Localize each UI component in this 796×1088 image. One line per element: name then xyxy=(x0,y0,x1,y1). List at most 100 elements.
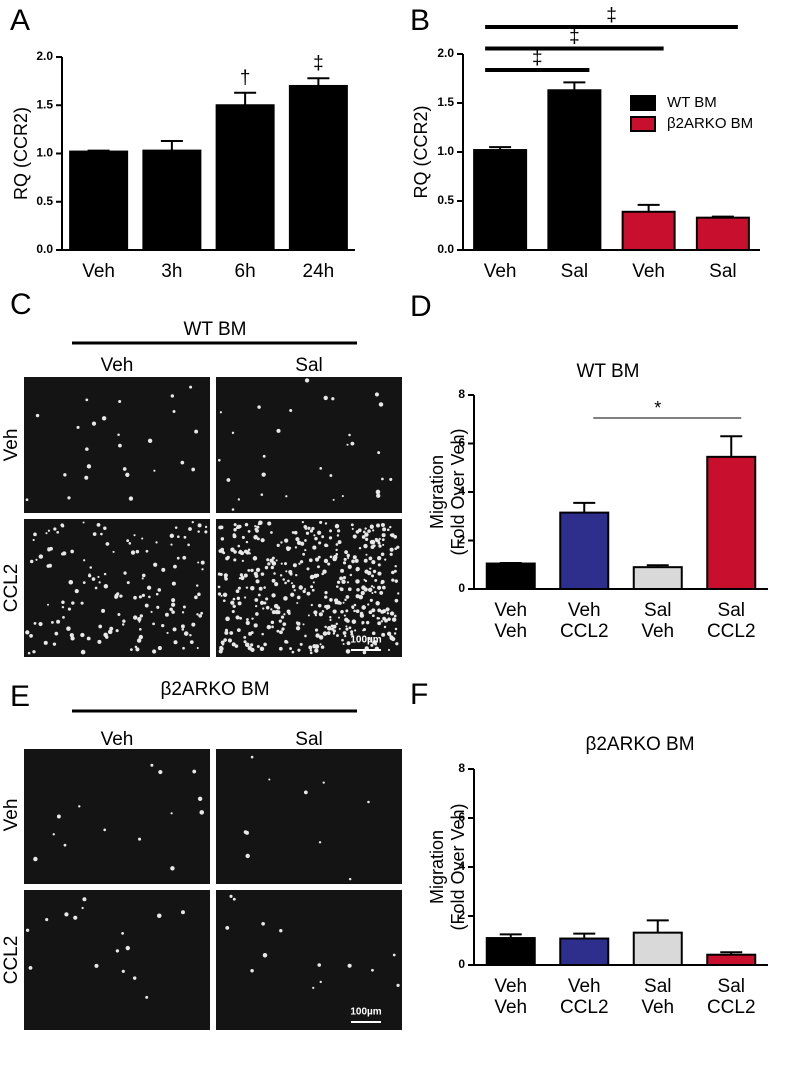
cell xyxy=(357,528,362,533)
cell xyxy=(29,634,33,638)
cell xyxy=(389,547,394,552)
cell xyxy=(229,894,233,898)
cell xyxy=(287,579,290,583)
cell xyxy=(201,568,204,571)
cell xyxy=(329,616,332,619)
cell xyxy=(265,597,269,601)
cell xyxy=(378,537,381,540)
x-tick-label: Veh xyxy=(641,997,674,1018)
cell xyxy=(243,596,247,599)
cell xyxy=(173,640,178,645)
cell xyxy=(370,545,375,549)
cell xyxy=(303,790,308,795)
cell xyxy=(170,866,175,871)
cell xyxy=(313,610,318,615)
cell xyxy=(377,608,382,613)
cell xyxy=(78,805,81,808)
cell xyxy=(243,573,248,578)
cell xyxy=(290,592,295,597)
cell xyxy=(314,536,318,541)
cell xyxy=(338,627,341,630)
cell xyxy=(232,897,236,901)
cell xyxy=(386,528,390,532)
cell xyxy=(312,545,317,550)
row-label: CCL2 xyxy=(1,936,22,985)
cell xyxy=(302,623,305,626)
cell xyxy=(371,631,376,636)
cell xyxy=(358,546,362,550)
cell xyxy=(67,496,71,500)
cell xyxy=(196,613,199,616)
cell xyxy=(342,561,347,565)
cell xyxy=(291,650,295,654)
cell xyxy=(254,598,259,602)
cell xyxy=(237,544,241,548)
cell xyxy=(363,578,366,581)
cell xyxy=(295,621,299,625)
cell xyxy=(391,578,395,582)
cell xyxy=(273,572,276,575)
cell xyxy=(157,588,162,592)
micrograph xyxy=(24,890,210,1030)
cell xyxy=(391,570,395,575)
cell xyxy=(86,636,91,641)
cell xyxy=(330,627,334,631)
cell xyxy=(337,540,342,545)
cell xyxy=(250,568,254,573)
cell xyxy=(299,642,303,646)
cell xyxy=(339,587,344,592)
cell xyxy=(101,416,107,421)
cell xyxy=(250,585,255,591)
cell xyxy=(248,631,252,636)
significance-mark: * xyxy=(654,398,661,418)
bar xyxy=(142,149,202,251)
cell xyxy=(352,555,357,560)
cell xyxy=(231,609,235,614)
cell xyxy=(344,598,347,602)
cell xyxy=(230,547,235,552)
cell xyxy=(354,558,359,563)
cell xyxy=(368,588,371,592)
cell xyxy=(290,582,293,585)
cell xyxy=(376,539,380,543)
cell xyxy=(196,646,199,650)
cell xyxy=(130,648,133,652)
cell xyxy=(45,532,48,535)
cell xyxy=(359,613,365,618)
cell xyxy=(385,607,390,612)
cell xyxy=(261,472,266,477)
row-label: Veh xyxy=(1,799,22,832)
x-tick-label: Sal xyxy=(644,600,671,621)
cell xyxy=(329,474,333,477)
cell xyxy=(250,755,254,759)
cell xyxy=(300,541,305,546)
cell xyxy=(270,608,273,611)
cell xyxy=(255,612,259,616)
cell xyxy=(192,769,197,774)
cell xyxy=(71,601,75,605)
bar xyxy=(559,937,610,966)
cell xyxy=(166,631,169,635)
cell xyxy=(118,443,122,448)
cell xyxy=(389,525,392,529)
cell xyxy=(114,594,119,599)
cell xyxy=(324,522,328,525)
cell xyxy=(393,632,397,635)
cell xyxy=(293,589,296,592)
cell xyxy=(365,553,368,556)
cell xyxy=(382,585,386,590)
cell xyxy=(171,610,175,614)
cell xyxy=(182,605,186,609)
cell xyxy=(128,496,134,501)
cell xyxy=(61,605,65,609)
significance-mark: ‡ xyxy=(532,48,543,69)
cell xyxy=(98,624,103,629)
bar xyxy=(473,149,528,251)
cell xyxy=(372,529,375,532)
cell xyxy=(103,526,107,530)
cell xyxy=(348,433,351,437)
cell xyxy=(133,595,137,600)
cell xyxy=(157,646,162,651)
cell xyxy=(240,575,245,581)
cell xyxy=(177,535,180,539)
